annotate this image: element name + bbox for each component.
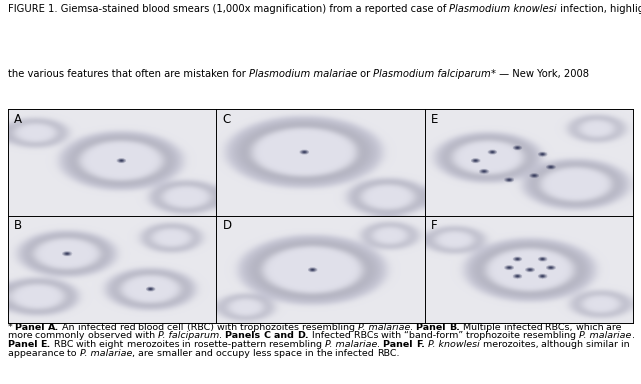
Text: or: or <box>357 70 373 79</box>
Text: P. malariae: P. malariae <box>579 331 632 340</box>
Text: F.: F. <box>416 340 425 349</box>
Text: RBCs: RBCs <box>354 331 381 340</box>
Text: trophozoites: trophozoites <box>240 323 302 331</box>
Text: RBC.: RBC. <box>377 349 400 358</box>
Text: ,: , <box>132 349 138 358</box>
Text: resembling: resembling <box>524 331 579 340</box>
Text: resembling: resembling <box>269 340 325 349</box>
Text: eight: eight <box>99 340 126 349</box>
Text: in: in <box>182 340 194 349</box>
Text: P. falciparum: P. falciparum <box>158 331 219 340</box>
Text: P. malariae: P. malariae <box>358 323 410 331</box>
Text: space: space <box>274 349 305 358</box>
Text: Plasmodium malariae: Plasmodium malariae <box>249 70 357 79</box>
Text: infection, highlighting: infection, highlighting <box>557 4 641 14</box>
Text: An: An <box>62 323 78 331</box>
Text: infected: infected <box>335 349 377 358</box>
Text: D.: D. <box>297 331 309 340</box>
Text: RBC: RBC <box>54 340 76 349</box>
Text: more: more <box>8 331 35 340</box>
Text: occupy: occupy <box>216 349 253 358</box>
Text: smaller: smaller <box>156 349 195 358</box>
Text: Plasmodium knowlesi: Plasmodium knowlesi <box>449 4 557 14</box>
Text: although: although <box>542 340 587 349</box>
Text: A: A <box>14 113 22 126</box>
Text: infected: infected <box>504 323 545 331</box>
Text: commonly: commonly <box>35 331 88 340</box>
Text: merozoites,: merozoites, <box>483 340 542 349</box>
Text: C: C <box>263 331 274 340</box>
Text: C: C <box>222 113 231 126</box>
Text: (RBC): (RBC) <box>187 323 217 331</box>
Text: D: D <box>222 219 231 232</box>
Text: observed: observed <box>88 331 135 340</box>
Text: Panel: Panel <box>8 340 40 349</box>
Text: in: in <box>621 340 633 349</box>
Text: B: B <box>14 219 22 232</box>
Text: Plasmodium falciparum: Plasmodium falciparum <box>373 70 491 79</box>
Text: trophozoite: trophozoite <box>467 331 524 340</box>
Text: A.: A. <box>48 323 60 331</box>
Text: with: with <box>217 323 240 331</box>
Text: RBCs,: RBCs, <box>545 323 576 331</box>
Text: with: with <box>135 331 158 340</box>
Text: FIGURE 1. Giemsa-stained blood smears (1,000x magnification) from a reported cas: FIGURE 1. Giemsa-stained blood smears (1… <box>8 4 449 14</box>
Text: to: to <box>67 349 80 358</box>
Text: P. knowlesi: P. knowlesi <box>428 340 480 349</box>
Text: Panel: Panel <box>15 323 48 331</box>
Text: are: are <box>606 323 625 331</box>
Text: merozoites: merozoites <box>126 340 182 349</box>
Text: with: with <box>76 340 99 349</box>
Text: the various features that often are mistaken for: the various features that often are mist… <box>8 70 249 79</box>
Text: P. malariae: P. malariae <box>325 340 378 349</box>
Text: .: . <box>632 331 638 340</box>
Text: infected: infected <box>78 323 120 331</box>
Text: P. malariae: P. malariae <box>80 349 132 358</box>
Text: less: less <box>253 349 274 358</box>
Text: with: with <box>381 331 404 340</box>
Text: E: E <box>431 113 438 126</box>
Text: Multiple: Multiple <box>463 323 504 331</box>
Text: in: in <box>305 349 317 358</box>
Text: B.: B. <box>449 323 460 331</box>
Text: are: are <box>138 349 156 358</box>
Text: cell: cell <box>167 323 187 331</box>
Text: resembling: resembling <box>302 323 358 331</box>
Text: * — New York, 2008: * — New York, 2008 <box>491 70 589 79</box>
Text: .: . <box>410 323 416 331</box>
Text: blood: blood <box>138 323 167 331</box>
Text: appearance: appearance <box>8 349 67 358</box>
Text: red: red <box>120 323 138 331</box>
Text: rosette-pattern: rosette-pattern <box>194 340 269 349</box>
Text: F: F <box>431 219 438 232</box>
Text: and: and <box>274 331 297 340</box>
Text: Panel: Panel <box>416 323 449 331</box>
Text: *: * <box>8 323 15 331</box>
Text: E.: E. <box>40 340 51 349</box>
Text: Panels: Panels <box>226 331 263 340</box>
Text: Infected: Infected <box>312 331 354 340</box>
Text: .: . <box>219 331 226 340</box>
Text: .: . <box>378 340 383 349</box>
Text: which: which <box>576 323 606 331</box>
Text: Panel: Panel <box>383 340 416 349</box>
Text: “band-form”: “band-form” <box>404 331 467 340</box>
Text: similar: similar <box>587 340 621 349</box>
Text: and: and <box>195 349 216 358</box>
Text: the: the <box>317 349 335 358</box>
